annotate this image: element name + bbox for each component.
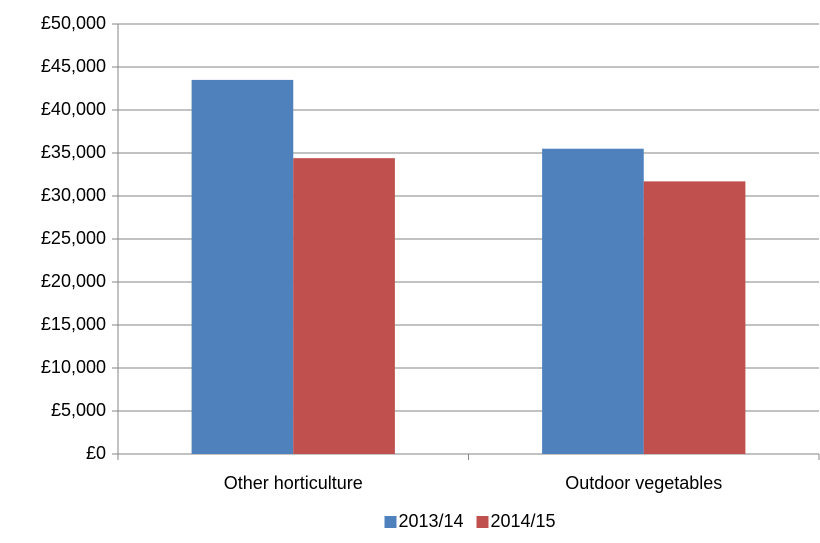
legend-swatch [476,516,489,528]
y-tick-label: £35,000 [41,142,106,162]
y-tick-label: £45,000 [41,56,106,76]
y-tick-label: £5,000 [51,400,106,420]
y-tick-label: £30,000 [41,185,106,205]
bar [643,181,746,454]
y-tick-label: £15,000 [41,314,106,334]
x-tick-label: Other horticulture [224,473,363,493]
y-tick-label: £20,000 [41,271,106,291]
legend-swatch [384,516,397,528]
y-tick-label: £40,000 [41,99,106,119]
y-tick-label: £25,000 [41,228,106,248]
y-tick-label: £10,000 [41,357,106,377]
y-tick-label: £0 [86,443,106,463]
bar [293,158,395,454]
bar [191,79,294,455]
bar [542,148,644,454]
x-tick-label: Outdoor vegetables [565,473,722,493]
legend-label: 2014/15 [491,511,556,531]
y-tick-label: £50,000 [41,13,106,33]
legend-label: 2013/14 [399,511,464,531]
